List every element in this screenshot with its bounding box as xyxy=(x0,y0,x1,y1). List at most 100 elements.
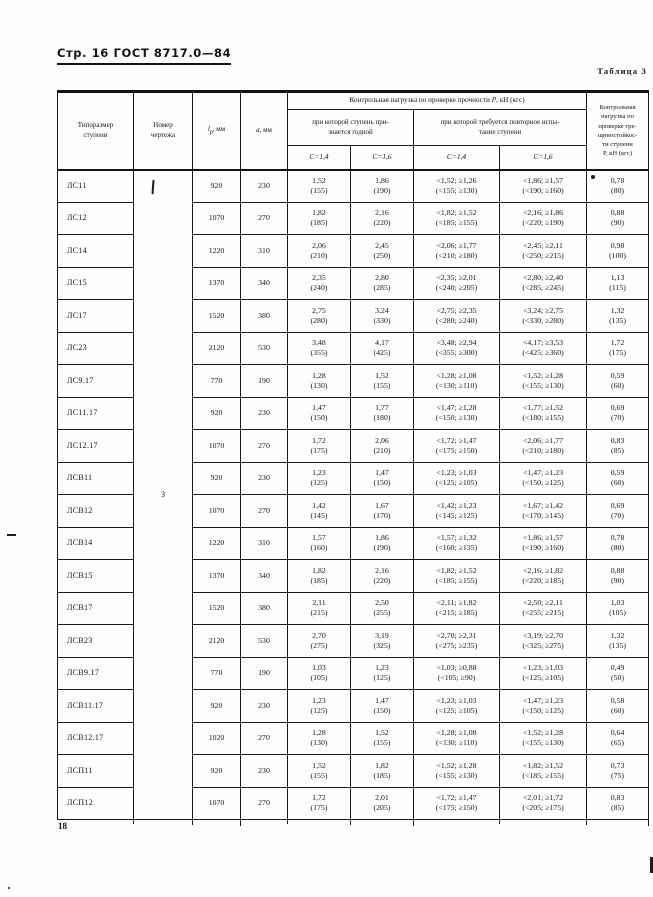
c14-retest-cell: <1,72; ≥1,47 (<175; ≥150) xyxy=(413,786,500,820)
type-size-cell: ЛСВ9.17 xyxy=(57,656,134,690)
c14-retest-cell: <1,03; ≥0,88 (<105; ≥90) xyxy=(413,656,500,690)
a-unit: , мм xyxy=(259,126,272,135)
type-size-cell: ЛС11.17 xyxy=(57,396,134,430)
crack-load-cell: 0,64 (65) xyxy=(586,721,650,755)
a-cell: 190 xyxy=(240,656,288,690)
crack-load-cell: 1,13 (115) xyxy=(586,266,650,300)
c14-pass-cell: 2,35 (240) xyxy=(287,266,351,300)
c14-retest-cell: <3,48; ≥2,94 (<355; ≥300) xyxy=(413,331,500,365)
type-size-cell: ЛСП11 xyxy=(57,754,134,788)
c14-retest-cell: <1,47; ≥1,28 (<150; ≥130) xyxy=(413,396,500,430)
crack-load-cell: 0,83 (85) xyxy=(586,429,650,463)
c16-retest-cell: <2,80; ≥2,40 (<285; ≥245) xyxy=(498,266,588,300)
c14-retest-cell: <1,42; ≥1,23 (<145; ≥125) xyxy=(413,494,500,528)
c14-retest-cell: <2,70; ≥2,31 (<275; ≥235) xyxy=(413,624,500,658)
c14-retest-cell: <1,82; ≥1,52 (<185; ≥155) xyxy=(413,559,500,593)
c16-retest-cell: <3,24; ≥2,75 (<330; ≥280) xyxy=(498,299,588,333)
lp-symbol: l xyxy=(207,124,210,133)
type-size-cell: ЛС9.17 xyxy=(57,364,134,398)
lp-cell: 770 xyxy=(192,364,241,398)
lp-cell: 1220 xyxy=(192,234,241,268)
type-size-cell: ЛС23 xyxy=(57,331,134,365)
c16-pass-cell: 1,67 (170) xyxy=(350,494,414,528)
table-row: ЛСП11 920 230 1,52 (155) 1,82 (185) <1,52; ≥1… xyxy=(57,754,650,788)
c16-retest-cell: <1,23; ≥1,03 (<125; ≥105) xyxy=(498,656,588,690)
c14-retest-cell: <2,11; ≥1,82 (<215; ≥185) xyxy=(413,591,500,625)
lp-cell: 920 xyxy=(192,754,241,788)
c16-retest-cell: <2,45; ≥2,11 (<250; ≥215) xyxy=(498,234,588,268)
c14-retest-cell: <2,06; ≥1,77 (<210; ≥180) xyxy=(413,234,500,268)
type-size-cell: ЛСВ11.17 xyxy=(57,689,134,723)
c16-pass-cell: 1,47 (150) xyxy=(350,461,414,495)
c14-retest-cell: <1,52; ≥1,28 (<155; ≥130) xyxy=(413,754,500,788)
lp-cell: 1370 xyxy=(192,559,241,593)
crack-load-cell: 0,59 (60) xyxy=(586,461,650,495)
c14-pass-cell: 1,42 (145) xyxy=(287,494,351,528)
lp-cell: 2120 xyxy=(192,624,241,658)
c16-pass-cell: 2,01 (205) xyxy=(350,786,414,820)
c16-pass-cell: 1,52 (155) xyxy=(350,364,414,398)
c16-retest-cell: <4,17; ≥3,53 (<425; ≥360) xyxy=(498,331,588,365)
c16-pass-cell: 1,23 (125) xyxy=(350,656,414,690)
a-cell: 530 xyxy=(240,331,288,365)
strength-p-symbol: Р xyxy=(491,96,497,105)
crack-load-cell: 1,32 (135) xyxy=(586,299,650,333)
c14-retest-cell: <1,52; ≥1,26 (<155; ≥130) xyxy=(413,169,500,203)
column-tick-mark xyxy=(287,820,288,824)
a-cell: 270 xyxy=(240,429,288,463)
type-size-cell: ЛСВ11 xyxy=(57,461,134,495)
a-cell: 270 xyxy=(240,786,288,820)
c14-pass-cell: 2,75 (280) xyxy=(287,299,351,333)
table-body: ЛС11 3 920 230 1,52 (155) 1,86 (190) <1,52; ≥1… xyxy=(57,169,650,820)
c14-retest-cell: <1,28; ≥1,08 (<130; ≥110) xyxy=(413,721,500,755)
col-header-crack-resistance: Контрольная нагрузка по проверке тре- щи… xyxy=(586,91,650,170)
lp-subscript: р xyxy=(209,129,213,136)
c16-retest-cell: <1,47; ≥1,23 (<150; ≥125) xyxy=(498,461,588,495)
type-size-cell: ЛС12 xyxy=(57,201,134,235)
lp-cell: 1220 xyxy=(192,526,241,560)
column-tick-mark xyxy=(413,820,414,826)
c14-pass-cell: 1,82 (185) xyxy=(287,559,351,593)
table-row: ЛС23 2120 530 3,48 (355) 4,17 (425) <3,48; ≥2… xyxy=(57,331,650,365)
type-size-cell: ЛСВ14 xyxy=(57,526,134,560)
lp-cell: 1070 xyxy=(192,429,241,463)
c14-pass-cell: 1,28 (130) xyxy=(287,721,351,755)
c14-retest-cell: <1,72; ≥1,47 (<175; ≥150) xyxy=(413,429,500,463)
c16-retest-cell: <2,16; ≥1,82 (<220; ≥185) xyxy=(498,559,588,593)
type-size-cell: ЛСВ15 xyxy=(57,559,134,593)
c16-retest-cell: <3,19; ≥2,70 (<325; ≥275) xyxy=(498,624,588,658)
a-cell: 310 xyxy=(240,234,288,268)
lp-cell: 770 xyxy=(192,656,241,690)
col-header-c16-retest: С=1,6 xyxy=(498,145,588,170)
c16-pass-cell: 3,19 (325) xyxy=(350,624,414,658)
crack-load-cell: 1,32 (135) xyxy=(586,624,650,658)
c16-retest-cell: <1,47; ≥1,23 (<150; ≥125) xyxy=(498,689,588,723)
scan-artifact-dot xyxy=(591,175,595,179)
type-size-cell: ЛС11 xyxy=(57,169,134,203)
lp-cell: 920 xyxy=(192,461,241,495)
crack-load-cell: 1,72 (175) xyxy=(586,331,650,365)
a-cell: 530 xyxy=(240,624,288,658)
a-cell: 340 xyxy=(240,559,288,593)
table-row: ЛСВ9.17 770 190 1,03 (105) 1,23 (125) <1,03; … xyxy=(57,656,650,690)
c14-pass-cell: 1,23 (125) xyxy=(287,689,351,723)
lp-cell: 1070 xyxy=(192,494,241,528)
lp-cell: 1020 xyxy=(192,721,241,755)
c14-pass-cell: 1,52 (155) xyxy=(287,169,351,203)
table-header: Типоразмер ступени Номер чертежа lр, мм … xyxy=(57,91,650,170)
col-header-c14-pass: С=1,4 xyxy=(287,145,351,170)
c14-pass-cell: 1,03 (105) xyxy=(287,656,351,690)
col-header-pass-condition: при которой ступень при- знается годной xyxy=(287,109,414,146)
c14-pass-cell: 1,57 (160) xyxy=(287,526,351,560)
a-cell: 230 xyxy=(240,754,288,788)
col-header-drawing-number: Номер чертежа xyxy=(133,91,193,170)
type-size-cell: ЛС14 xyxy=(57,234,134,268)
drawing-number-cell: 3 xyxy=(133,169,193,820)
header-row-3: С=1,4 С=1,6 С=1,4 С=1,6 xyxy=(58,145,649,170)
c14-pass-cell: 1,52 (155) xyxy=(287,754,351,788)
crack-load-cell: 0,69 (70) xyxy=(586,396,650,430)
c14-pass-cell: 1,72 (175) xyxy=(287,786,351,820)
c16-pass-cell: 2,16 (220) xyxy=(350,201,414,235)
c14-pass-cell: 1,82 (185) xyxy=(287,201,351,235)
